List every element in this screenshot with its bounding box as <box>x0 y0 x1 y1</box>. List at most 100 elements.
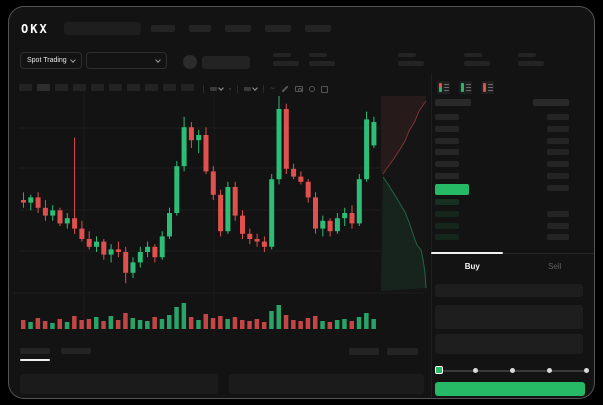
dot-icon <box>229 88 231 90</box>
slider-step-dot[interactable] <box>546 368 552 373</box>
nav-item[interactable] <box>225 25 251 32</box>
slider-step-dot[interactable] <box>583 368 589 373</box>
bottom-tab[interactable] <box>61 348 91 354</box>
tab-buy[interactable]: Buy <box>464 261 480 271</box>
last-price-bar[interactable] <box>435 184 469 195</box>
bid-row-amount <box>547 223 569 229</box>
icon-box <box>244 87 251 91</box>
toolbar-tab[interactable] <box>55 84 68 91</box>
ticker-stat-label <box>309 53 327 57</box>
chart-type-dropdown-icon[interactable] <box>244 85 258 91</box>
chevron-down-icon <box>218 85 224 91</box>
nav-item[interactable] <box>265 25 291 32</box>
trade-tabs: Buy Sell <box>431 256 594 276</box>
pencil-shape <box>281 85 289 93</box>
chart-toolbar-tabs <box>19 84 194 91</box>
toolbar-tab[interactable] <box>73 84 86 91</box>
indicators-wave-icon[interactable]: ~ <box>270 84 275 93</box>
nav-item[interactable] <box>305 25 331 32</box>
ticker-stat-value <box>518 61 544 66</box>
ticker-stat-label <box>398 53 416 57</box>
chart-toolbar-icons: ~ <box>203 84 328 94</box>
chevron-down-icon <box>252 85 258 91</box>
interval-dropdown-icon[interactable] <box>210 85 224 91</box>
candlestick-chart[interactable] <box>9 7 595 399</box>
book-bids-icon[interactable] <box>459 81 472 94</box>
tab-sell[interactable]: Sell <box>548 261 562 271</box>
ask-row-price <box>435 173 459 179</box>
bid-row-price <box>435 234 459 240</box>
color-column <box>460 83 464 92</box>
gear-shape <box>308 86 315 92</box>
book-both-icon[interactable] <box>437 81 450 94</box>
ticker-stat-value <box>398 61 424 66</box>
bid-row-price <box>435 211 459 217</box>
account-button[interactable] <box>202 56 250 69</box>
market-mode-label: Spot Trading <box>27 57 67 64</box>
pair-selector-dropdown[interactable] <box>86 52 167 69</box>
toolbar-tab[interactable] <box>109 84 122 91</box>
nav-item[interactable] <box>151 25 175 32</box>
toolbar-tab[interactable] <box>19 84 32 91</box>
toolbar-tab[interactable] <box>181 84 194 91</box>
settings-gear-icon[interactable] <box>308 86 315 92</box>
search-input[interactable] <box>64 22 141 35</box>
bid-row-price <box>435 223 459 229</box>
bid-row-amount <box>547 211 569 217</box>
price-input[interactable] <box>435 284 583 297</box>
toolbar-tab[interactable] <box>91 84 104 91</box>
chevron-down-icon <box>69 56 76 63</box>
okx-logo: OKX <box>21 22 49 36</box>
toolbar-tab[interactable] <box>37 84 50 91</box>
trade-tab-active-underline <box>431 252 503 254</box>
bottom-tab-active[interactable] <box>20 348 50 354</box>
avatar[interactable] <box>183 55 197 69</box>
ticker-stat-value <box>464 61 490 66</box>
slider-handle[interactable] <box>435 366 443 374</box>
color-column <box>438 83 442 92</box>
top-nav <box>151 25 331 32</box>
toolbar-tab[interactable] <box>163 84 176 91</box>
amount-input[interactable] <box>435 305 583 329</box>
bottom-right-control[interactable] <box>387 348 418 355</box>
divider-icon <box>237 85 238 93</box>
buy-submit-button[interactable] <box>435 382 585 396</box>
app-window: OKX Spot Trading ~ Buy Sell <box>8 6 595 399</box>
bid-row-amount <box>547 234 569 240</box>
lines <box>443 83 449 92</box>
ask-row-amount <box>547 173 569 179</box>
bottom-right-control[interactable] <box>349 348 379 355</box>
slider-step-dot[interactable] <box>473 368 479 373</box>
camera-icon[interactable] <box>294 86 303 92</box>
lines <box>465 83 471 92</box>
ask-row-amount <box>547 138 569 144</box>
orderbook-header-price <box>435 99 471 106</box>
fullscreen-shape <box>320 85 328 93</box>
price-chart-svg[interactable] <box>9 7 595 399</box>
chevron-down-icon <box>155 56 161 63</box>
history-panel <box>229 374 424 394</box>
ask-row-amount <box>547 161 569 167</box>
ticker-stat-label <box>518 53 536 57</box>
color-column <box>482 83 486 92</box>
right-panel-divider <box>431 73 432 398</box>
ask-row-amount <box>547 126 569 132</box>
ask-row-amount <box>547 149 569 155</box>
toolbar-tab[interactable] <box>145 84 158 91</box>
slider-step-dot[interactable] <box>510 368 515 373</box>
draw-pencil-icon[interactable] <box>281 85 289 93</box>
ask-row-price <box>435 138 459 144</box>
ticker-stat-label <box>464 53 482 57</box>
bid-row-price <box>435 199 459 205</box>
market-mode-dropdown[interactable]: Spot Trading <box>20 52 82 69</box>
toolbar-tab[interactable] <box>127 84 140 91</box>
ask-row-price <box>435 114 459 120</box>
bottom-tab-underline <box>20 359 50 361</box>
orderbook-header-amount <box>533 99 569 106</box>
fullscreen-icon[interactable] <box>320 85 328 93</box>
amount-slider[interactable] <box>435 365 589 377</box>
nav-item[interactable] <box>189 25 211 32</box>
total-input[interactable] <box>435 334 583 354</box>
lines <box>487 83 493 92</box>
book-asks-icon[interactable] <box>481 81 494 94</box>
